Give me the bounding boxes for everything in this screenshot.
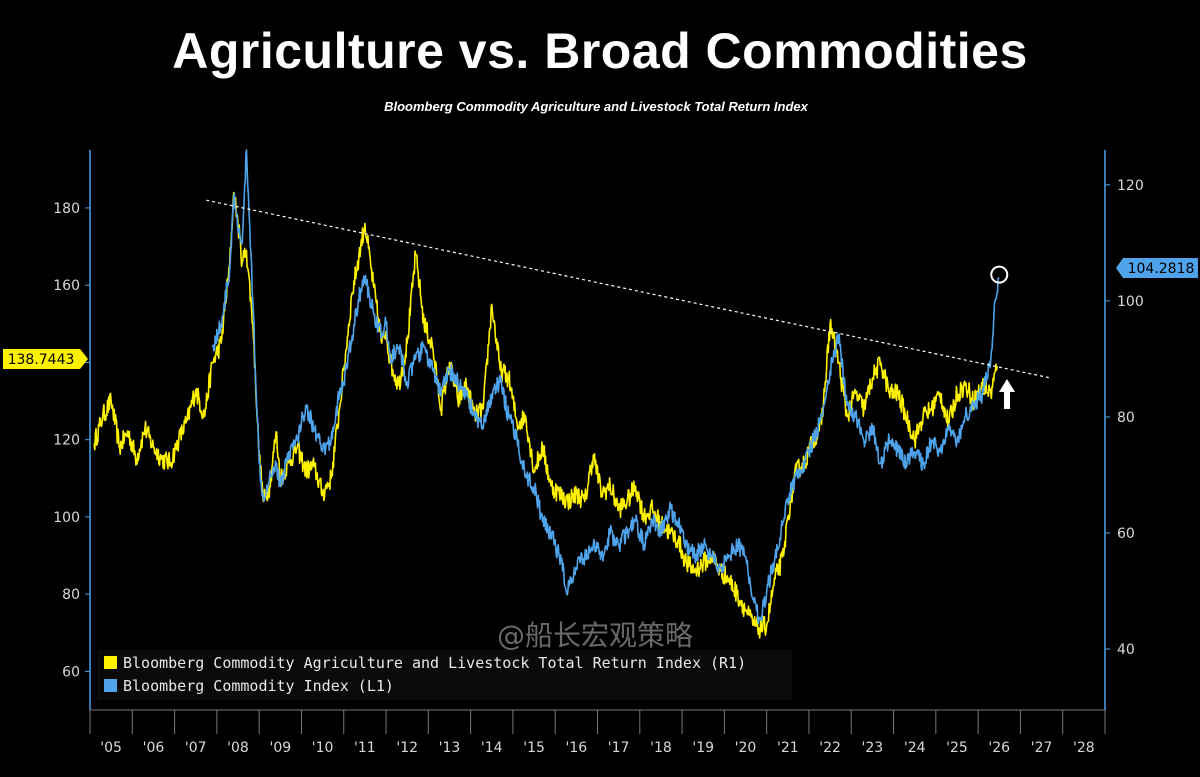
right-value-tag: 104.2818 [1116, 258, 1198, 278]
left-value-label: 138.7443 [8, 352, 75, 368]
x-tick-label: '25 [946, 740, 968, 756]
x-tick-label: '09 [269, 740, 291, 756]
x-tick-label: '10 [312, 740, 334, 756]
x-tick-label: '27 [1031, 740, 1053, 756]
right-tick-label: 80 [1117, 410, 1135, 426]
axes [85, 150, 1110, 734]
right-tick-label: 120 [1117, 178, 1144, 194]
legend-swatch-agriculture [104, 656, 117, 669]
x-tick-label: '23 [862, 740, 884, 756]
watermark: @船长宏观策略 [497, 619, 693, 652]
series-line-broad [211, 149, 1000, 625]
legend-label-broad: Bloomberg Commodity Index (L1) [123, 677, 394, 695]
x-tick-label: '11 [354, 740, 376, 756]
x-tick-label: '20 [735, 740, 757, 756]
left-tick-label: 80 [62, 587, 80, 603]
latest-value-circle [990, 265, 1009, 284]
left-tick-label: 60 [62, 664, 80, 680]
left-tick-label: 120 [53, 433, 80, 449]
x-tick-label: '26 [988, 740, 1010, 756]
x-tick-label: '12 [396, 740, 418, 756]
value-tags: 138.7443 104.2818 [3, 258, 1198, 369]
legend: Bloomberg Commodity Agriculture and Live… [97, 650, 792, 700]
x-tick-label: '13 [439, 740, 461, 756]
x-tick-label: '19 [692, 740, 714, 756]
x-tick-label: '16 [566, 740, 588, 756]
left-tick-label: 160 [53, 278, 80, 294]
x-tick-label: '18 [650, 740, 672, 756]
chart-title: Agriculture vs. Broad Commodities [172, 23, 1028, 79]
right-tick-label: 100 [1117, 294, 1144, 310]
chart-subtitle: Bloomberg Commodity Agriculture and Live… [384, 99, 808, 114]
legend-swatch-broad [104, 679, 117, 692]
x-tick-label: '28 [1073, 740, 1095, 756]
right-tick-label: 40 [1117, 642, 1135, 658]
x-tick-label: '17 [608, 740, 630, 756]
left-tick-label: 180 [53, 201, 80, 217]
x-tick-label: '24 [904, 740, 926, 756]
up-arrow-icon [999, 379, 1015, 409]
left-value-tag: 138.7443 [3, 349, 88, 369]
x-tick-label: '07 [185, 740, 207, 756]
x-tick-label: '06 [143, 740, 165, 756]
tick-labels: 6080100120140160180406080100120'05'06'07… [53, 178, 1143, 756]
series-line-agriculture [93, 191, 998, 639]
x-tick-label: '14 [481, 740, 503, 756]
left-tick-label: 100 [53, 510, 80, 526]
x-tick-label: '15 [523, 740, 545, 756]
x-tick-label: '08 [227, 740, 249, 756]
x-tick-label: '05 [100, 740, 122, 756]
x-tick-label: '22 [819, 740, 841, 756]
legend-label-agriculture: Bloomberg Commodity Agriculture and Live… [123, 654, 746, 672]
right-tick-label: 60 [1117, 526, 1135, 542]
x-tick-label: '21 [777, 740, 799, 756]
trend-line [206, 199, 1051, 379]
legend-box [97, 650, 792, 700]
right-value-label: 104.2818 [1128, 261, 1195, 277]
series-lines [93, 149, 1000, 639]
